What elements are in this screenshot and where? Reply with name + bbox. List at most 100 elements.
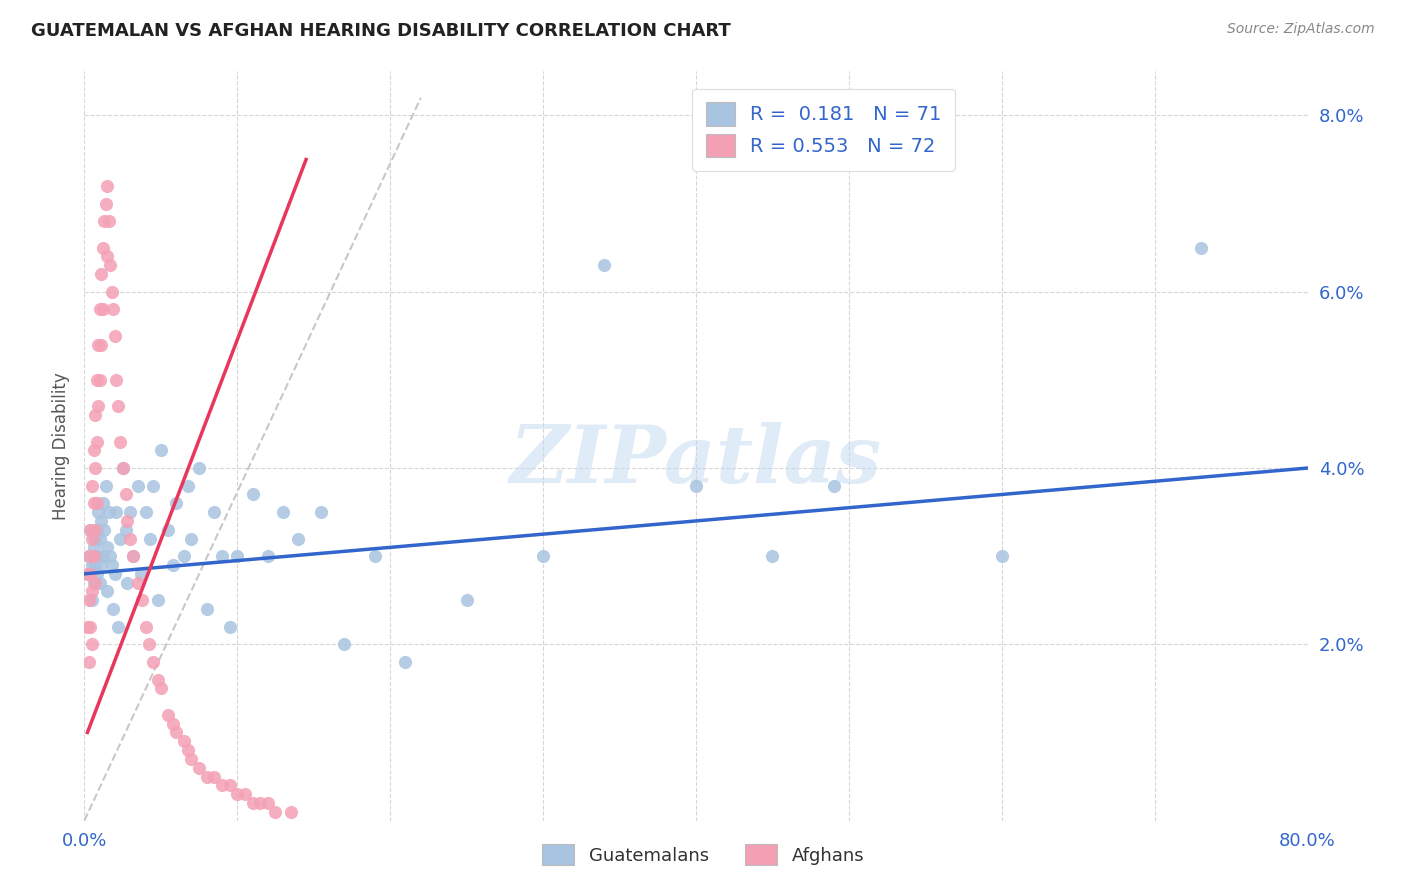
Point — [89, 302, 111, 317]
Point — [149, 681, 172, 696]
Point — [108, 532, 131, 546]
Point — [80, 478, 103, 492]
Point — [80, 558, 103, 572]
Point — [93, 523, 115, 537]
Point — [271, 505, 294, 519]
Point — [94, 478, 117, 492]
Point — [761, 549, 783, 564]
Point — [77, 593, 100, 607]
Point — [108, 434, 131, 449]
Point — [90, 558, 112, 572]
Point — [83, 575, 105, 590]
Point — [80, 637, 103, 651]
Point — [101, 558, 124, 572]
Point — [823, 478, 845, 492]
Point — [86, 373, 108, 387]
Point — [84, 558, 107, 572]
Legend: R =  0.181   N = 71, R = 0.553   N = 72: R = 0.181 N = 71, R = 0.553 N = 72 — [692, 88, 955, 171]
Point — [93, 214, 115, 228]
Point — [111, 461, 134, 475]
Point — [83, 541, 105, 555]
Point — [120, 532, 142, 546]
Point — [79, 523, 101, 537]
Point — [120, 505, 142, 519]
Point — [165, 725, 187, 739]
Point — [122, 549, 145, 564]
Point — [531, 549, 554, 564]
Point — [162, 558, 184, 572]
Point — [131, 593, 153, 607]
Point — [115, 514, 138, 528]
Point — [77, 549, 100, 564]
Point — [146, 673, 169, 687]
Point — [79, 523, 101, 537]
Point — [83, 549, 105, 564]
Point — [233, 787, 256, 801]
Point — [104, 566, 127, 581]
Point — [87, 505, 110, 519]
Point — [264, 805, 287, 819]
Point — [76, 566, 98, 581]
Point — [86, 434, 108, 449]
Point — [77, 566, 100, 581]
Point — [129, 566, 152, 581]
Point — [218, 620, 240, 634]
Point — [115, 575, 138, 590]
Point — [90, 337, 112, 351]
Text: GUATEMALAN VS AFGHAN HEARING DISABILITY CORRELATION CHART: GUATEMALAN VS AFGHAN HEARING DISABILITY … — [31, 22, 731, 40]
Point — [188, 761, 211, 775]
Point — [333, 637, 356, 651]
Point — [77, 549, 100, 564]
Point — [107, 620, 129, 634]
Point — [242, 487, 264, 501]
Point — [103, 302, 125, 317]
Y-axis label: Hearing Disability: Hearing Disability — [52, 372, 70, 520]
Point — [202, 770, 225, 784]
Point — [87, 549, 110, 564]
Point — [107, 400, 129, 414]
Point — [83, 443, 105, 458]
Point — [86, 496, 108, 510]
Point — [101, 285, 124, 299]
Point — [165, 496, 187, 510]
Point — [104, 328, 127, 343]
Point — [311, 505, 333, 519]
Point — [593, 258, 616, 272]
Point — [157, 523, 180, 537]
Point — [91, 549, 114, 564]
Point — [84, 523, 107, 537]
Point — [122, 549, 145, 564]
Point — [94, 196, 117, 211]
Point — [177, 478, 200, 492]
Text: ZIPatlas: ZIPatlas — [510, 422, 882, 500]
Point — [103, 602, 125, 616]
Point — [142, 478, 165, 492]
Point — [135, 505, 157, 519]
Point — [98, 549, 121, 564]
Point — [138, 637, 160, 651]
Point — [114, 487, 136, 501]
Point — [105, 505, 128, 519]
Point — [226, 549, 249, 564]
Point — [76, 620, 98, 634]
Point — [96, 584, 118, 599]
Point — [87, 337, 110, 351]
Point — [97, 505, 120, 519]
Point — [211, 778, 233, 792]
Point — [162, 716, 184, 731]
Point — [280, 805, 302, 819]
Point — [89, 575, 111, 590]
Point — [685, 478, 707, 492]
Point — [127, 575, 149, 590]
Point — [80, 584, 103, 599]
Point — [991, 549, 1014, 564]
Point — [202, 505, 225, 519]
Point — [83, 496, 105, 510]
Point — [105, 373, 128, 387]
Point — [96, 178, 118, 193]
Point — [188, 461, 211, 475]
Point — [80, 593, 103, 607]
Point — [111, 461, 134, 475]
Point — [87, 400, 110, 414]
Point — [456, 593, 478, 607]
